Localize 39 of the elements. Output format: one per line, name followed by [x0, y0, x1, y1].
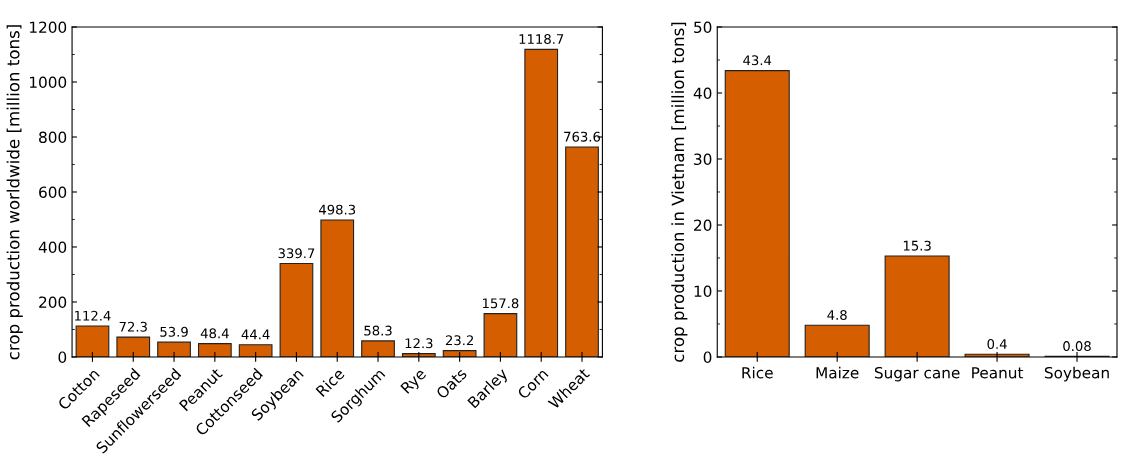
data-label: 72.3: [119, 321, 147, 332]
y-tick-label: 0: [58, 351, 67, 363]
data-label: 48.4: [200, 328, 229, 339]
data-label: 23.2: [445, 335, 473, 346]
y-tick-label: 20: [694, 219, 712, 232]
y-tick-label: 600: [39, 186, 67, 199]
data-label: 157.8: [482, 298, 519, 309]
y-tick-label: 800: [39, 131, 67, 144]
y-tick-label: 1200: [30, 21, 67, 34]
y-tick-label: 400: [38, 241, 67, 253]
data-label: 498.3: [319, 204, 356, 215]
data-label: 112.4: [75, 310, 111, 321]
x-tick-label: Peanut: [972, 367, 1024, 379]
x-tick-label: Soybean: [1044, 366, 1109, 382]
y-tick-label: 40: [693, 87, 712, 100]
data-label: 0.4: [987, 339, 1007, 349]
y-tick-label: 0: [703, 351, 712, 363]
data-label: 4.8: [827, 309, 847, 320]
data-label: 1118.7: [519, 34, 564, 45]
y-tick-label: 50: [694, 21, 712, 34]
y-axis-title: crop production in Vietnam [million tons]: [671, 22, 688, 362]
y-tick-label: 200: [39, 296, 67, 308]
x-tick-label: Rye: [400, 367, 429, 397]
x-tick-label: Rice: [742, 366, 773, 379]
y-tick-label: 30: [694, 153, 712, 166]
data-label: 763.6: [564, 131, 601, 142]
data-label: 58.3: [364, 325, 392, 336]
data-label: 339.7: [278, 248, 315, 259]
data-label: 15.3: [903, 240, 931, 251]
y-tick-label: 1000: [30, 76, 67, 89]
data-label: 44.4: [241, 329, 270, 340]
y-axis-title: crop production worldwide [million tons]: [6, 25, 23, 360]
x-tick-label: Maize: [816, 366, 859, 379]
data-label: 43.4: [743, 55, 772, 66]
data-label: 53.9: [160, 326, 188, 337]
data-label: 12.3: [405, 338, 433, 349]
x-tick-label: Sugar cane: [874, 366, 960, 382]
y-tick-label: 10: [694, 285, 712, 297]
data-label: 0.08: [1063, 341, 1091, 352]
